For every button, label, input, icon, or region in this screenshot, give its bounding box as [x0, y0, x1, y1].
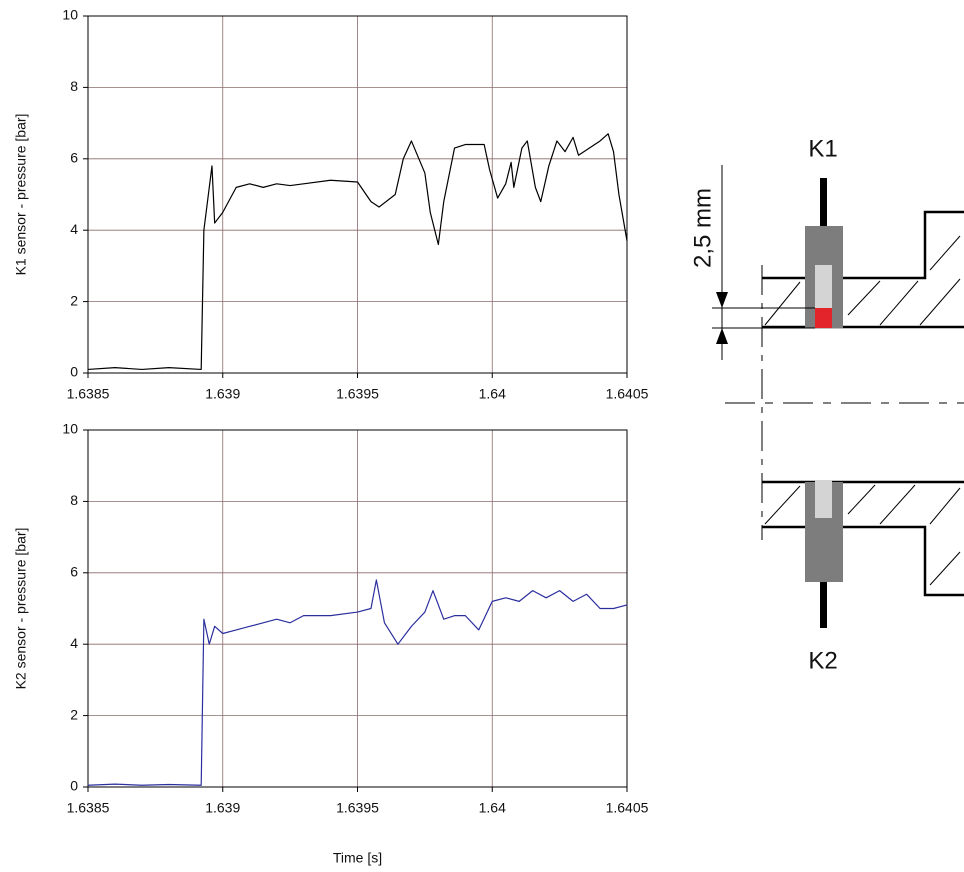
y-tick-label: 10 — [62, 421, 78, 437]
data-line — [87, 579, 628, 786]
y-axis-label: K2 sensor - pressure [bar] — [13, 528, 29, 690]
x-axis-label: Time [s] — [333, 850, 382, 866]
y-axis-label: K1 sensor - pressure [bar] — [13, 114, 29, 276]
y-tick-label: 8 — [70, 78, 78, 94]
x-tick-label: 1.64 — [479, 800, 506, 816]
x-tick-label: 1.639 — [205, 800, 240, 816]
y-tick-label: 2 — [70, 706, 78, 722]
x-tick-label: 1.6385 — [67, 386, 110, 402]
data-line — [87, 133, 628, 371]
y-tick-label: 0 — [70, 778, 78, 794]
sensor-diagram: 2,5 mm K1 K2 — [689, 135, 964, 674]
y-tick-label: 4 — [70, 635, 78, 651]
y-tick-label: 8 — [70, 492, 78, 508]
x-tick-label: 1.6395 — [336, 800, 379, 816]
y-tick-label: 6 — [70, 150, 78, 166]
y-tick-label: 4 — [70, 221, 78, 237]
x-tick-label: 1.64 — [479, 386, 506, 402]
x-tick-label: 1.6395 — [336, 386, 379, 402]
y-tick-label: 0 — [70, 364, 78, 380]
sensor-label: K2 — [808, 647, 837, 674]
y-tick-label: 2 — [70, 292, 78, 308]
y-tick-label: 10 — [62, 7, 78, 23]
dimension-label: 2,5 mm — [689, 188, 716, 268]
x-tick-label: 1.6405 — [606, 800, 649, 816]
sensor-label: K1 — [808, 135, 837, 162]
y-tick-label: 6 — [70, 564, 78, 580]
plot-frame — [87, 15, 628, 374]
x-tick-label: 1.6385 — [67, 800, 110, 816]
x-tick-label: 1.6405 — [606, 386, 649, 402]
x-tick-label: 1.639 — [205, 386, 240, 402]
plot-frame — [87, 429, 628, 788]
